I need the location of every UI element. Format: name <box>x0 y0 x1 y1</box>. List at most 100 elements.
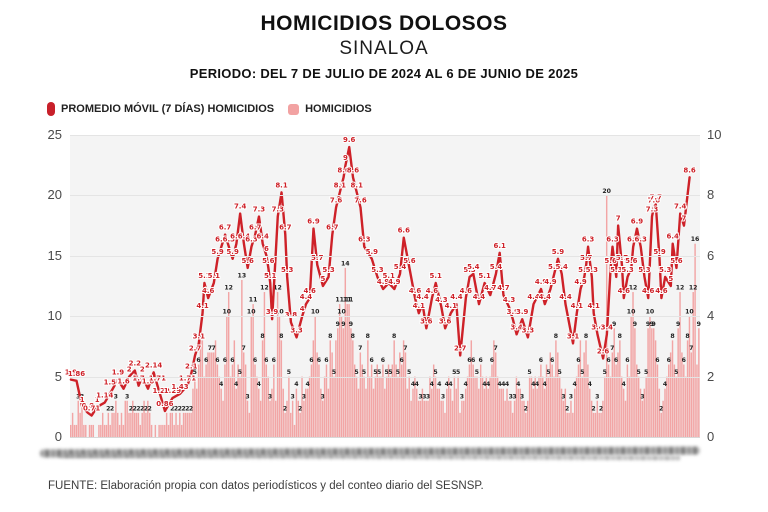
homicides-bar <box>668 364 670 437</box>
moving-average-label: 4.9 <box>574 278 587 286</box>
moving-average-label: 4.1 <box>445 302 458 310</box>
homicides-bar <box>684 376 687 437</box>
homicides-bar <box>103 424 106 437</box>
moving-average-label: 4.4 <box>559 293 572 301</box>
bar-value-label: 4 <box>445 381 450 388</box>
bar-value-label: 7 <box>211 345 215 352</box>
bar-value-label: 2 <box>174 405 178 412</box>
homicides-bar <box>416 388 418 437</box>
bar-value-label: 5 <box>407 369 411 376</box>
homicides-bar <box>468 364 471 437</box>
homicides-bar <box>513 400 516 437</box>
homicides-bar <box>293 424 296 437</box>
moving-average-label: 1 <box>95 396 100 404</box>
homicides-bar <box>160 424 162 437</box>
homicides-bar <box>557 352 559 437</box>
moving-average-label: 4.6 <box>409 287 422 295</box>
homicides-bar <box>500 388 503 437</box>
bar-value-label: 9 <box>349 321 353 328</box>
bar-value-label: 6 <box>317 357 321 364</box>
homicides-bar <box>570 400 572 437</box>
homicides-bar <box>209 352 211 437</box>
homicides-bar <box>641 400 644 437</box>
homicides-bar <box>338 304 341 437</box>
homicides-bar <box>530 376 533 437</box>
homicides-bar <box>540 364 542 437</box>
gridline <box>70 437 700 438</box>
bar-value-label: 8 <box>670 333 674 340</box>
moving-average-label: 5.9 <box>366 248 379 256</box>
homicides-bar <box>205 364 207 437</box>
moving-average-label: 4.9 <box>535 278 548 286</box>
moving-average-label: 4.6 <box>642 287 655 295</box>
bar-value-label: 5 <box>636 369 640 376</box>
bar-value-label: 4 <box>535 381 540 388</box>
homicides-bar <box>173 424 175 437</box>
bar-value-label: 16 <box>691 236 700 243</box>
homicides-bar <box>521 400 523 437</box>
bar-value-label: 10 <box>627 309 636 316</box>
bar-value-label: 6 <box>606 357 610 364</box>
homicides-bar <box>250 316 252 437</box>
bar-value-label: 6 <box>264 357 268 364</box>
homicides-bar <box>538 376 540 437</box>
bar-value-label: 3 <box>460 393 464 400</box>
homicides-bar <box>485 376 488 437</box>
moving-average-label: 5.4 <box>490 263 503 271</box>
bar-value-label: 8 <box>618 333 622 340</box>
moving-average-label: 1.7 <box>132 375 145 383</box>
homicides-bar <box>656 364 659 437</box>
moving-average-label: 8.1 <box>351 181 364 189</box>
homicides-bar <box>579 340 582 437</box>
bar-value-label: 3 <box>595 393 599 400</box>
homicides-bar <box>692 292 694 437</box>
moving-average-label: 3.8 <box>285 311 298 319</box>
bar-value-label: 8 <box>260 333 264 340</box>
source-note: FUENTE: Elaboración propia con datos per… <box>48 480 484 492</box>
moving-average-label: 6.9 <box>307 218 320 226</box>
homicides-bar <box>510 400 512 437</box>
homicides-bar <box>211 352 213 437</box>
bar-value-label: 5 <box>373 369 377 376</box>
homicides-bar <box>276 292 279 437</box>
bar-value-label: 4 <box>234 381 239 388</box>
moving-average-label: 6.4 <box>230 233 243 241</box>
homicides-bar <box>278 316 281 437</box>
right-axis-tick: 10 <box>707 127 722 142</box>
homicides-bar <box>434 376 437 437</box>
moving-average-label: 5.6 <box>670 257 683 265</box>
moving-average-label: 7.4 <box>674 203 687 211</box>
moving-average-label: 3.6 <box>439 317 452 325</box>
homicides-bar <box>194 376 196 437</box>
homicides-bar <box>493 340 495 437</box>
bar-value-label: 6 <box>682 357 686 364</box>
bar-value-label: 7 <box>494 345 498 352</box>
moving-average-label: 4.4 <box>300 293 313 301</box>
homicides-bar <box>301 376 303 437</box>
homicides-bar <box>451 400 454 437</box>
homicides-bar <box>389 376 392 437</box>
moving-average-label: 7 <box>616 215 621 223</box>
homicides-bar <box>165 412 168 437</box>
homicides-bar <box>466 376 469 437</box>
homicides-bar <box>404 352 407 437</box>
bar-value-label: 12 <box>676 285 685 292</box>
bar-value-label: 4 <box>501 381 506 388</box>
moving-average-label: 6.7 <box>279 224 292 232</box>
homicides-legend-icon <box>288 103 300 115</box>
homicides-bar <box>621 376 623 437</box>
homicides-bar <box>560 388 563 437</box>
chart-subtitle: SINALOA <box>339 38 429 59</box>
moving-average-label: 5.6 <box>625 257 638 265</box>
moving-average-label: 7.7 <box>650 193 663 201</box>
homicides-bar <box>256 376 258 437</box>
homicides-bar <box>397 376 399 437</box>
homicides-bar <box>442 400 444 437</box>
homicides-bar <box>350 328 352 437</box>
homicides-bar <box>594 412 597 437</box>
bar-value-label: 6 <box>550 357 554 364</box>
bar-value-label: 2 <box>129 405 133 412</box>
moving-average-label: 6.7 <box>219 224 232 232</box>
homicides-bar <box>496 376 499 437</box>
moving-average-legend-icon <box>47 102 55 116</box>
